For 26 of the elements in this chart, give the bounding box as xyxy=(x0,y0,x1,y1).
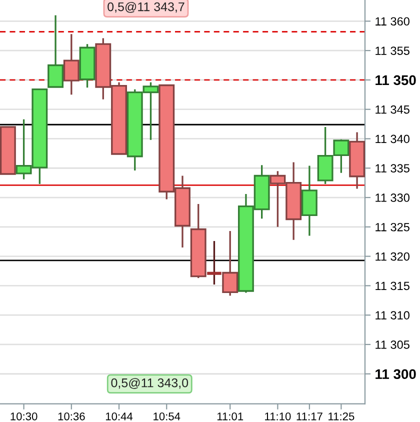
y-tick-label: 11 360 xyxy=(376,17,410,26)
y-tick-label: 11 355 xyxy=(376,46,410,55)
x-tick-label: 11:01 xyxy=(217,412,244,420)
annotation: 0,5@11 343,0 xyxy=(111,378,188,389)
x-tick-label: 10:36 xyxy=(58,412,85,420)
y-tick-label: 11 320 xyxy=(376,252,410,261)
x-tick-label: 10:44 xyxy=(106,412,133,420)
y-tick-label: 11 345 xyxy=(376,105,410,114)
candlestick xyxy=(222,230,238,297)
candlestick xyxy=(63,33,80,96)
y-tick-label: 11 340 xyxy=(376,134,410,144)
y-tick-label: 11 305 xyxy=(376,340,410,349)
x-tick-label: 11:10 xyxy=(265,412,291,420)
candlestick xyxy=(48,14,64,88)
y-tick-label: 11 300 xyxy=(376,369,416,380)
y-tick-label: 11 315 xyxy=(376,282,410,290)
y-tick-label: 11 350 xyxy=(376,75,416,86)
y-tick-label: 11 330 xyxy=(376,194,410,202)
y-tick-label: 11 335 xyxy=(376,164,410,173)
annotation: 0,5@11 343,7 xyxy=(108,2,184,13)
x-tick-label: 11:17 xyxy=(296,412,322,420)
x-tick-label: 10:54 xyxy=(154,412,180,420)
y-tick-label: 11 325 xyxy=(376,222,410,232)
x-tick-label: 10:30 xyxy=(10,412,38,420)
y-tick-label: 11 310 xyxy=(376,311,410,320)
x-tick-label: 11:25 xyxy=(328,412,354,420)
